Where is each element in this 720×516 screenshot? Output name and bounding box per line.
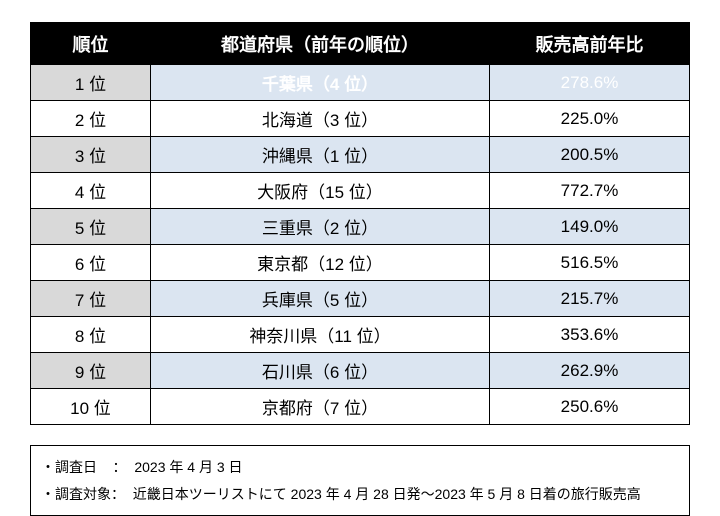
note-line-2: ・調査対象 ： 近畿日本ツーリストにて 2023 年 4 月 28 日発～202… [41,481,679,508]
rank-cell: 8 位 [31,317,151,353]
prefecture-cell: 神奈川県（11 位） [151,317,490,353]
prefecture-cell: 兵庫県（5 位） [151,281,490,317]
table-row: 10 位京都府（7 位）250.6% [31,389,690,425]
note-1-colon: ： [97,454,134,481]
header-yoy: 販売高前年比 [490,23,690,65]
table-row: 2 位北海道（3 位）225.0% [31,101,690,137]
prefecture-cell: 京都府（7 位） [151,389,490,425]
yoy-cell: 250.6% [490,389,690,425]
prefecture-cell: 大阪府（15 位） [151,173,490,209]
note-2-label: ・調査対象 [41,481,111,508]
rank-cell: 5 位 [31,209,151,245]
note-1-value: 2023 年 4 月 3 日 [134,454,242,481]
note-1-label: ・調査日 [41,454,97,481]
prefecture-cell: 東京都（12 位） [151,245,490,281]
yoy-cell: 353.6% [490,317,690,353]
page-wrap: 順位 都道府県（前年の順位） 販売高前年比 1 位千葉県（4 位）278.6%2… [30,22,690,516]
table-row: 9 位石川県（6 位）262.9% [31,353,690,389]
note-line-1: ・調査日 ： 2023 年 4 月 3 日 [41,454,679,481]
table-header-row: 順位 都道府県（前年の順位） 販売高前年比 [31,23,690,65]
header-rank: 順位 [31,23,151,65]
yoy-cell: 772.7% [490,173,690,209]
table-row: 1 位千葉県（4 位）278.6% [31,65,690,101]
yoy-cell: 200.5% [490,137,690,173]
table-body: 1 位千葉県（4 位）278.6%2 位北海道（3 位）225.0%3 位沖縄県… [31,65,690,425]
yoy-cell: 149.0% [490,209,690,245]
header-prefecture: 都道府県（前年の順位） [151,23,490,65]
table-row: 7 位兵庫県（5 位）215.7% [31,281,690,317]
yoy-cell: 215.7% [490,281,690,317]
table-row: 3 位沖縄県（1 位）200.5% [31,137,690,173]
rank-cell: 10 位 [31,389,151,425]
rank-cell: 1 位 [31,65,151,101]
table-row: 4 位大阪府（15 位）772.7% [31,173,690,209]
rank-cell: 3 位 [31,137,151,173]
yoy-cell: 516.5% [490,245,690,281]
prefecture-cell: 千葉県（4 位） [151,65,490,101]
rank-cell: 4 位 [31,173,151,209]
prefecture-cell: 三重県（2 位） [151,209,490,245]
table-row: 6 位東京都（12 位）516.5% [31,245,690,281]
rank-cell: 6 位 [31,245,151,281]
rank-cell: 7 位 [31,281,151,317]
prefecture-cell: 石川県（6 位） [151,353,490,389]
prefecture-cell: 北海道（3 位） [151,101,490,137]
prefecture-cell: 沖縄県（1 位） [151,137,490,173]
note-2-colon: ： [111,481,133,508]
rank-cell: 9 位 [31,353,151,389]
rank-cell: 2 位 [31,101,151,137]
yoy-cell: 225.0% [490,101,690,137]
notes-box: ・調査日 ： 2023 年 4 月 3 日 ・調査対象 ： 近畿日本ツーリストに… [30,445,690,516]
yoy-cell: 262.9% [490,353,690,389]
ranking-table: 順位 都道府県（前年の順位） 販売高前年比 1 位千葉県（4 位）278.6%2… [30,22,690,425]
yoy-cell: 278.6% [490,65,690,101]
table-row: 8 位神奈川県（11 位）353.6% [31,317,690,353]
note-2-value: 近畿日本ツーリストにて 2023 年 4 月 28 日発～2023 年 5 月 … [133,481,641,508]
table-row: 5 位三重県（2 位）149.0% [31,209,690,245]
